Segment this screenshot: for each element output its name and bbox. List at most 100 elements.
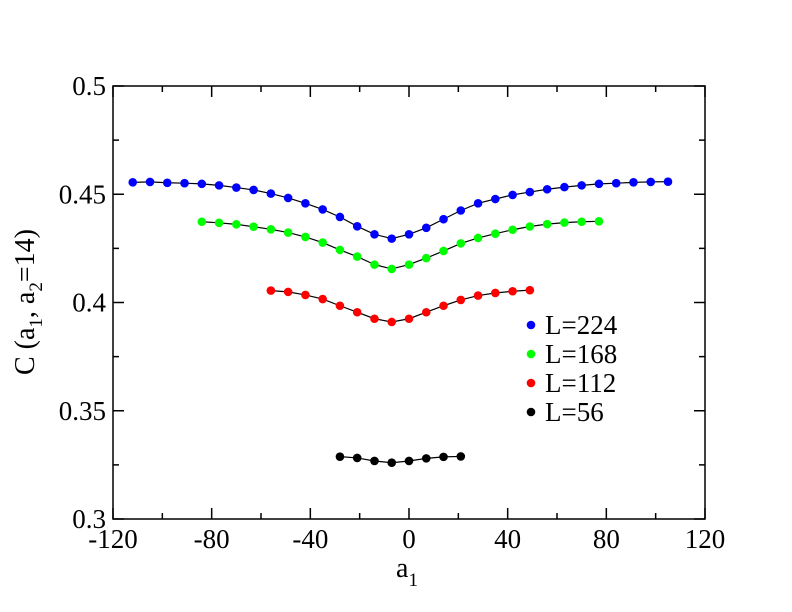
data-point: [439, 452, 448, 462]
series-line: [270, 289, 530, 323]
x-tick-label: 40: [494, 524, 521, 554]
data-point: [456, 452, 466, 461]
data-point: [646, 177, 656, 187]
series-3: [335, 452, 466, 468]
data-point: [577, 181, 586, 190]
data-point: [560, 182, 569, 192]
x-tick-label: -80: [194, 524, 230, 554]
data-point: [577, 217, 586, 227]
data-point: [335, 452, 345, 461]
data-point: [180, 178, 189, 188]
legend-marker: [526, 349, 536, 359]
data-point: [266, 225, 276, 234]
x-axis-title: a1: [396, 553, 418, 591]
data-point: [249, 222, 258, 232]
x-tick-labels: -120 -80 -40 0 40 80 120: [88, 524, 725, 554]
data-point: [508, 190, 517, 200]
data-point: [249, 185, 258, 195]
data-point: [387, 458, 397, 468]
data-point: [404, 230, 414, 239]
data-point: [370, 230, 379, 239]
data-point: [421, 307, 431, 317]
y-tick-label: 0.45: [59, 179, 106, 209]
axis-ticks: [112, 85, 706, 520]
x-tick-label: 0: [402, 524, 416, 554]
data-point: [352, 453, 362, 463]
legend-label: L=224: [545, 310, 618, 340]
data-point: [301, 199, 310, 208]
data-point: [301, 290, 310, 300]
data-point: [232, 220, 241, 229]
series-1: [197, 217, 604, 274]
data-point: [283, 287, 293, 297]
y-tick-label: 0.3: [72, 504, 106, 534]
y-tick-label: 0.35: [59, 396, 106, 426]
data-point: [508, 225, 517, 235]
data-point: [128, 178, 138, 187]
data-point: [439, 214, 448, 224]
data-point: [197, 179, 207, 189]
data-point: [439, 246, 448, 256]
data-point: [629, 178, 638, 187]
data-point: [370, 260, 379, 269]
data-point: [663, 177, 673, 186]
data-point: [404, 260, 414, 269]
data-point: [421, 454, 431, 463]
x-tick-label: 120: [685, 524, 726, 554]
data-point: [525, 285, 535, 295]
data-point: [491, 229, 500, 238]
legend-label: L=56: [545, 397, 604, 427]
y-tick-label: 0.4: [72, 288, 106, 318]
data-point: [560, 218, 569, 227]
legend-marker: [526, 407, 536, 417]
data-point: [611, 178, 621, 188]
data-point: [421, 223, 431, 233]
data-point: [335, 212, 345, 222]
data-point: [387, 317, 397, 327]
data-point: [456, 295, 466, 305]
data-point: [283, 228, 293, 237]
data-point: [352, 307, 362, 317]
y-tick-label: 0.5: [72, 71, 106, 101]
data-point: [404, 456, 414, 466]
y-axis-title: C (a1, a2=14): [10, 229, 47, 375]
legend-label: L=168: [545, 339, 617, 369]
legend-marker: [526, 320, 536, 330]
data-point: [525, 222, 535, 231]
data-point: [214, 181, 224, 190]
series-layer: [128, 177, 673, 468]
data-point: [473, 233, 483, 243]
x-tick-label: -120: [88, 524, 138, 554]
data-point: [508, 286, 517, 296]
data-point: [542, 219, 552, 229]
data-point: [491, 288, 500, 298]
data-point: [421, 253, 431, 263]
x-tick-label: -40: [292, 524, 328, 554]
data-point: [439, 301, 448, 311]
series-0: [128, 177, 673, 243]
data-point: [214, 218, 224, 228]
data-point: [456, 239, 466, 248]
data-point: [197, 217, 207, 227]
data-point: [266, 286, 276, 295]
data-point: [491, 194, 500, 204]
data-point: [301, 232, 310, 242]
data-point: [594, 217, 604, 226]
data-point: [473, 291, 483, 300]
data-point: [473, 199, 483, 208]
data-point: [266, 189, 276, 198]
data-point: [352, 221, 362, 231]
data-point: [370, 314, 379, 324]
data-point: [283, 193, 293, 203]
data-point: [387, 264, 397, 274]
data-point: [594, 179, 604, 189]
data-point: [318, 205, 327, 214]
data-point: [387, 234, 397, 243]
series-line: [132, 181, 669, 240]
y-tick-labels: 0.3 0.35 0.4 0.45 0.5: [59, 71, 107, 534]
data-point: [162, 178, 172, 188]
data-point: [525, 187, 535, 197]
legend-marker: [526, 378, 536, 388]
